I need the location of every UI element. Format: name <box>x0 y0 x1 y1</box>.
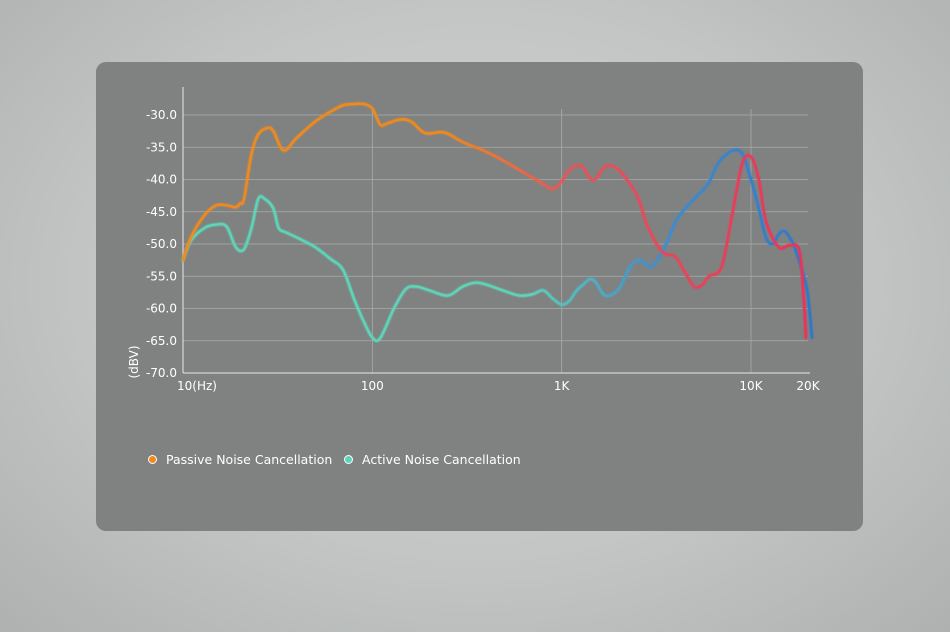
legend-item-active: Active Noise Cancellation <box>344 450 521 468</box>
passive-legend-label: Passive Noise Cancellation <box>166 451 333 467</box>
active-legend-label: Active Noise Cancellation <box>362 451 521 467</box>
chart-card: -30.0 -35.0 -40.0 -45.0 -50.0 -55.0 -60.0 -65.0… <box>96 62 863 531</box>
y-tick-label: -45.0 <box>146 205 177 219</box>
y-tick-label: -50.0 <box>146 237 177 251</box>
passive-legend-marker <box>148 454 157 464</box>
chart-axes: -30.0 -35.0 -40.0 -45.0 -50.0 -55.0 -60.0 -65.0… <box>146 87 821 393</box>
frequency-response-chart: -30.0 -35.0 -40.0 -45.0 -50.0 -55.0 -60.0 -65.0… <box>127 87 821 393</box>
chart-series <box>180 101 815 344</box>
x-tick-label: 10(Hz) <box>177 379 217 393</box>
y-tick-label: -55.0 <box>146 269 177 283</box>
active-series-glow <box>180 147 815 344</box>
y-axis-label: (dBV) <box>127 345 141 378</box>
chart-grid <box>183 109 808 374</box>
y-tick-label: -70.0 <box>146 366 177 380</box>
y-tick-label: -35.0 <box>146 140 177 154</box>
x-tick-label: 1K <box>554 379 571 393</box>
active-legend-marker <box>344 454 353 464</box>
y-tick-label: -30.0 <box>146 108 177 122</box>
y-tick-label: -60.0 <box>146 302 177 316</box>
legend-item-passive: Passive Noise Cancellation <box>148 450 332 468</box>
y-tick-label: -65.0 <box>146 334 177 348</box>
y-tick-label: -40.0 <box>146 173 177 187</box>
x-tick-label: 100 <box>361 379 384 393</box>
passive-series-line <box>181 102 808 339</box>
x-tick-label: 10K <box>739 379 763 393</box>
x-tick-label: 20K <box>796 379 820 393</box>
active-series-line <box>181 148 814 343</box>
